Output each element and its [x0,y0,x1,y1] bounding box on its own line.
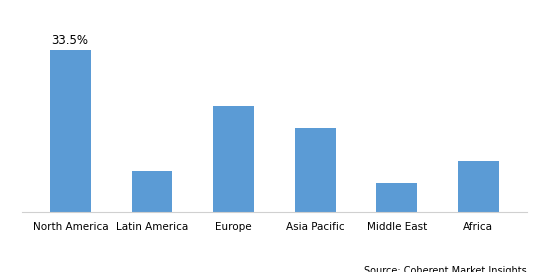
Bar [132,171,172,212]
Bar [295,128,336,212]
Text: 33.5%: 33.5% [51,33,88,47]
Bar [213,106,254,212]
Bar [458,162,499,212]
Text: Source: Coherent Market Insights: Source: Coherent Market Insights [364,266,527,272]
Bar [50,50,91,212]
Bar [377,183,417,212]
